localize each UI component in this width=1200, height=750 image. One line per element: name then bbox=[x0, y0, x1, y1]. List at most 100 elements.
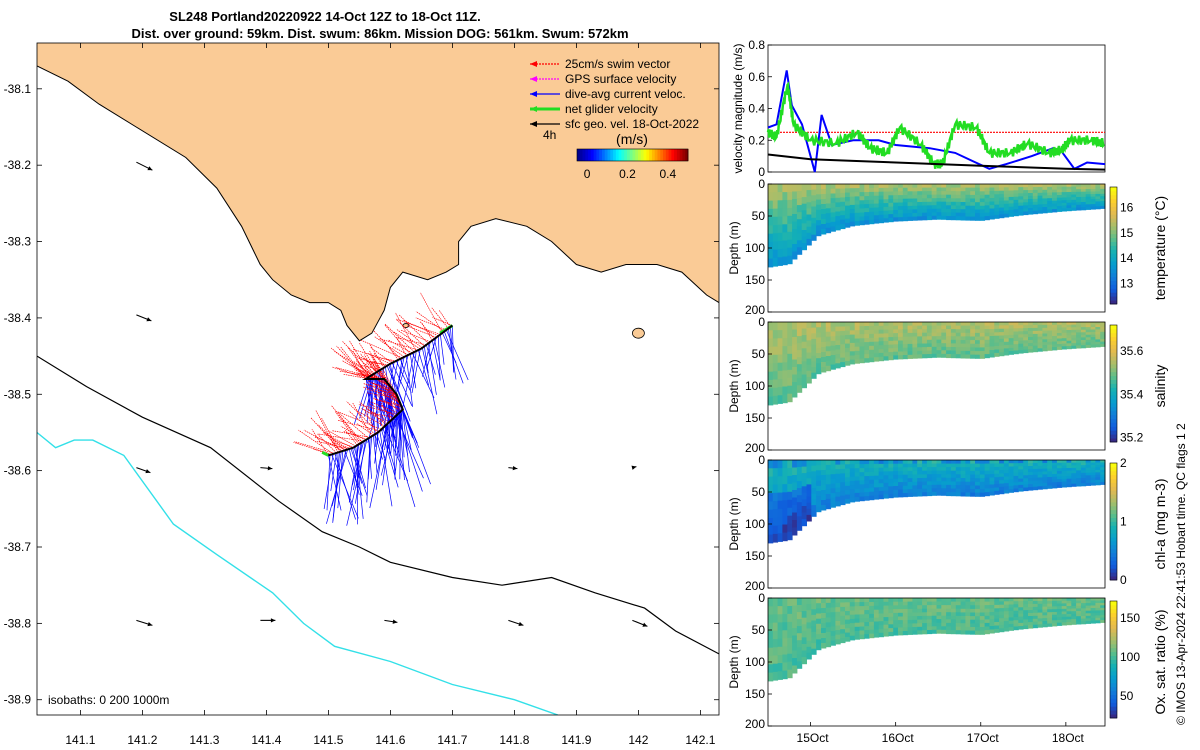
section-cell bbox=[975, 191, 981, 196]
section-cell bbox=[955, 626, 962, 631]
section-cell bbox=[936, 467, 942, 471]
section-cell bbox=[1023, 601, 1029, 605]
section-cell bbox=[1032, 471, 1039, 476]
section-cell bbox=[994, 622, 1000, 626]
section-cell bbox=[975, 489, 981, 494]
section-cell bbox=[859, 334, 865, 339]
section-cell bbox=[840, 184, 846, 189]
section-cell bbox=[830, 326, 836, 332]
section-cell bbox=[1018, 208, 1024, 213]
section-cell bbox=[965, 347, 971, 352]
section-cell bbox=[772, 241, 779, 251]
section-cell bbox=[787, 255, 793, 265]
section-cell bbox=[1076, 483, 1082, 487]
section-cell bbox=[1061, 616, 1067, 621]
section-cell bbox=[835, 322, 841, 328]
section-cell bbox=[772, 501, 779, 510]
section-cell bbox=[902, 616, 909, 621]
section-cell bbox=[1080, 186, 1087, 190]
section-cell bbox=[1047, 339, 1053, 343]
section-cell bbox=[902, 344, 909, 349]
section-cell bbox=[777, 200, 783, 209]
section-colorbar-cell bbox=[1110, 509, 1117, 515]
section-cell bbox=[878, 214, 884, 220]
dive-avg-current-vector bbox=[450, 327, 455, 372]
section-cell bbox=[1047, 460, 1053, 464]
section-colorbar-cell bbox=[1110, 608, 1117, 614]
section-cell bbox=[1056, 346, 1063, 350]
section-cell bbox=[821, 337, 827, 343]
section-cell bbox=[1042, 195, 1048, 199]
section-cell bbox=[1076, 611, 1082, 615]
section-cell bbox=[955, 463, 962, 468]
section-cell bbox=[1080, 470, 1087, 474]
section-cell bbox=[946, 216, 952, 221]
section-cell bbox=[1090, 613, 1096, 617]
section-cell bbox=[825, 636, 832, 643]
section-cell bbox=[1028, 472, 1034, 476]
section-cell bbox=[854, 196, 860, 201]
swim-vector bbox=[395, 336, 427, 346]
section-cell bbox=[768, 598, 774, 607]
section-cell bbox=[1032, 330, 1039, 335]
section-cell bbox=[1100, 184, 1106, 187]
section-cell bbox=[941, 332, 947, 337]
section-cell bbox=[1090, 206, 1096, 210]
section-cell bbox=[936, 208, 942, 213]
section-cell bbox=[950, 347, 957, 352]
section-cell bbox=[902, 325, 909, 330]
section-cell bbox=[946, 184, 952, 189]
swim-vector bbox=[294, 441, 335, 454]
section-cell bbox=[796, 247, 803, 255]
section-cell bbox=[989, 598, 995, 602]
section-cell bbox=[811, 217, 817, 224]
section-cell bbox=[1076, 340, 1082, 344]
section-cell bbox=[888, 471, 894, 476]
section-cell bbox=[917, 608, 923, 613]
section-cell bbox=[1028, 475, 1034, 479]
section-colorbar-cell bbox=[1110, 395, 1117, 400]
section-cell bbox=[806, 472, 812, 479]
section-cell bbox=[1080, 204, 1087, 208]
section-cell bbox=[898, 213, 904, 218]
section-cell bbox=[772, 346, 779, 356]
section-cell bbox=[1056, 324, 1063, 328]
section-cell bbox=[1047, 603, 1053, 607]
swim-vector bbox=[373, 390, 401, 404]
section-cell bbox=[984, 477, 990, 482]
section-cell bbox=[1008, 325, 1014, 329]
section-cell bbox=[931, 208, 937, 213]
section-cell bbox=[1032, 486, 1039, 491]
section-cell bbox=[1037, 186, 1043, 191]
sfc-geo-arrowhead bbox=[145, 469, 151, 474]
section-cell bbox=[936, 191, 942, 195]
section-colorbar-tick-label: 0 bbox=[1120, 573, 1127, 587]
section-cell bbox=[950, 322, 957, 327]
dive-avg-current-vector bbox=[399, 358, 410, 384]
section-cell bbox=[801, 368, 807, 376]
section-cell bbox=[1042, 623, 1048, 628]
section-cell bbox=[840, 326, 846, 332]
section-cell bbox=[806, 226, 812, 234]
section-cell bbox=[849, 322, 856, 327]
section-cell bbox=[806, 628, 812, 636]
section-cell bbox=[1071, 598, 1077, 602]
section-cell bbox=[772, 363, 779, 372]
section-cell bbox=[975, 325, 981, 330]
section-cell bbox=[1037, 606, 1043, 611]
section-cell bbox=[796, 523, 803, 531]
section-cell bbox=[1080, 327, 1087, 331]
section-cell bbox=[787, 598, 793, 607]
section-cell bbox=[821, 495, 827, 501]
section-cell bbox=[821, 475, 827, 481]
section-cell bbox=[960, 478, 966, 483]
section-cell bbox=[989, 619, 995, 623]
section-cell bbox=[1047, 322, 1053, 326]
section-cell bbox=[1032, 339, 1039, 344]
section-cell bbox=[1003, 207, 1010, 211]
section-cell bbox=[883, 195, 889, 200]
section-cell bbox=[946, 350, 952, 355]
section-cell bbox=[1047, 482, 1053, 486]
section-cell bbox=[941, 491, 947, 496]
section-cell bbox=[1080, 603, 1087, 607]
